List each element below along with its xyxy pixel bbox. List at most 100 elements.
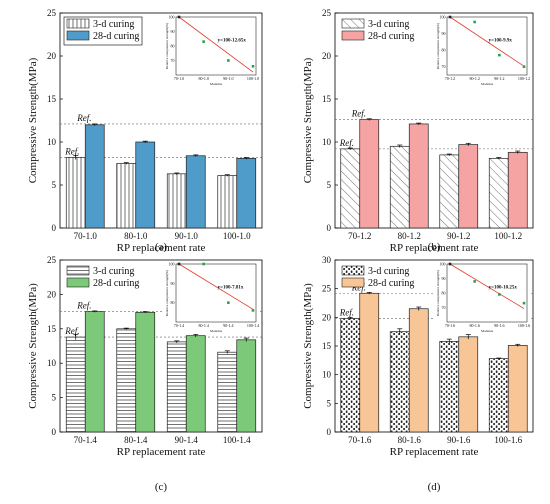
x-axis-label: RP replacement rate: [117, 446, 206, 458]
y-axis-label: Compressive Strength(MPa): [27, 57, 39, 183]
inset-frame: [175, 16, 257, 76]
chart-panel-4: 0 5 10 15 20 25 30 Compressive Strength(MPa) RP …: [302, 255, 534, 493]
inset-x-tick: 70-1.6: [445, 323, 455, 328]
y-tick-label: 25: [47, 255, 57, 265]
inset-x-label: Modulus: [210, 329, 223, 333]
reference-label: Ref.: [339, 307, 354, 317]
bar-28d: [359, 119, 380, 229]
x-tick-label: 80-1.0: [124, 231, 148, 241]
reference-label: Ref.: [339, 138, 354, 148]
y-tick-label: 0: [52, 223, 57, 233]
inset-y-tick: 80: [442, 291, 446, 296]
bar-28d: [236, 157, 257, 229]
bar-3d: [217, 175, 238, 229]
inset-y-tick: 80: [171, 300, 175, 305]
plot-frame: [59, 12, 263, 229]
inset-point: [227, 59, 230, 62]
chart-panel-3: 0 5 10 15 20 25 Compressive Strength(MPa) RP re…: [27, 255, 263, 493]
legend-swatch: [66, 277, 90, 288]
x-tick-label: 100-1.6: [494, 435, 522, 445]
bar-3d: [340, 148, 361, 229]
inset-y-tick: 70: [442, 305, 446, 310]
inset-y-tick: 90: [442, 276, 446, 281]
x-tick-label: 80-1.6: [398, 435, 422, 445]
bar-3d: [65, 336, 86, 433]
y-tick-label: 25: [47, 8, 57, 18]
y-tick-label: 0: [327, 223, 332, 233]
bar-3d: [488, 157, 509, 229]
legend-swatch: [341, 18, 365, 29]
legend-swatch: [341, 277, 365, 288]
inset-y-tick: 70: [442, 64, 446, 69]
inset-point: [473, 280, 476, 283]
bar-28d: [236, 339, 257, 433]
inset-y-tick: 80: [442, 48, 446, 53]
panel-label: (c): [155, 481, 168, 493]
inset-point: [227, 301, 230, 304]
x-tick-label: 80-1.2: [398, 231, 421, 241]
inset-fit-line: [178, 16, 254, 73]
y-tick-label: 10: [322, 370, 332, 380]
x-tick-label: 70-1.0: [74, 231, 98, 241]
bar-28d: [359, 292, 380, 433]
inset-y-tick: 70: [171, 58, 175, 63]
inset-point: [251, 309, 255, 312]
inset-point: [498, 293, 501, 296]
chart-panel-2: 0 5 10 15 20 25 Compressive Strength(MPa) RP re…: [302, 8, 534, 254]
y-tick-label: 10: [322, 137, 332, 147]
inset-point: [498, 53, 501, 57]
inset-y-tick: 90: [442, 31, 446, 36]
bar-3d: [439, 154, 460, 229]
legend-swatch: [341, 30, 365, 41]
inset-x-tick: 80-1.2: [469, 76, 479, 81]
inset-y-label: Relative compressive strength(%): [436, 270, 440, 316]
legend-swatch: [341, 265, 365, 276]
chart-panel-1: 0 5 10 15 20 25 Compressive Strength(MPa) RP re…: [27, 8, 263, 254]
bar-28d: [84, 311, 105, 433]
inset-chart: 70 80 90 100 70-1.2 80-1.2 90-1.2 100-1.2 Modulu…: [435, 15, 530, 87]
inset-x-tick: 90-1.4: [223, 323, 233, 328]
y-axis-label: Compressive Strength(MPa): [27, 283, 39, 409]
x-tick-label: 100-1.2: [494, 231, 522, 241]
y-tick-label: 5: [327, 180, 332, 190]
reference-label: Ref.: [64, 146, 79, 156]
legend-entry: 3-d curing: [93, 19, 134, 30]
inset-point: [522, 65, 526, 69]
inset-y-tick: 100: [440, 15, 446, 20]
inset-equation: y=100-10.25x: [489, 285, 518, 290]
reference-label: Ref.: [351, 109, 366, 119]
panel-label: (d): [428, 481, 441, 493]
y-tick-label: 20: [47, 289, 57, 299]
inset-x-tick: 90-1.0: [223, 76, 233, 81]
legend-swatch: [66, 265, 90, 276]
x-axis-label: RP replacement rate: [390, 242, 479, 254]
y-tick-label: 20: [47, 51, 57, 61]
x-tick-label: 70-1.2: [348, 231, 371, 241]
y-axis-label: Compressive Strength(MPa): [302, 283, 314, 409]
bar-28d: [135, 311, 156, 433]
inset-x-tick: 70-1.4: [174, 323, 184, 328]
inset-y-tick: 100: [169, 262, 175, 267]
inset-fit-line: [449, 16, 525, 67]
bar-3d: [340, 318, 361, 433]
legend-swatch: [66, 30, 90, 41]
bar-3d: [488, 358, 509, 433]
inset-y-tick: 90: [171, 281, 175, 286]
inset-y-label: Relative compressive strength(%): [165, 270, 169, 316]
inset-x-tick: 80-1.4: [198, 323, 208, 328]
x-axis-label: RP replacement rate: [117, 242, 206, 254]
inset-chart: 80 90 100 70-1.4 80-1.4 90-1.4 100-1.4 Modulus R…: [164, 262, 259, 334]
legend-entry: 3-d curing: [93, 266, 134, 277]
bar-28d: [458, 336, 479, 433]
inset-fit-line: [449, 263, 525, 309]
y-tick-label: 25: [322, 8, 332, 18]
inset-x-tick: 70-1.0: [174, 76, 184, 81]
inset-chart: 70 80 90 100 70-1.6 80-1.6 90-1.6 100-1.6 Modulu…: [435, 262, 530, 334]
bar-3d: [389, 331, 410, 433]
inset-frame: [446, 16, 528, 76]
inset-equation: y=100-9.9x: [489, 38, 513, 43]
x-tick-label: 80-1.4: [124, 435, 148, 445]
inset-point: [177, 262, 181, 266]
bar-3d: [389, 145, 410, 229]
panel-label: (a): [155, 241, 168, 253]
